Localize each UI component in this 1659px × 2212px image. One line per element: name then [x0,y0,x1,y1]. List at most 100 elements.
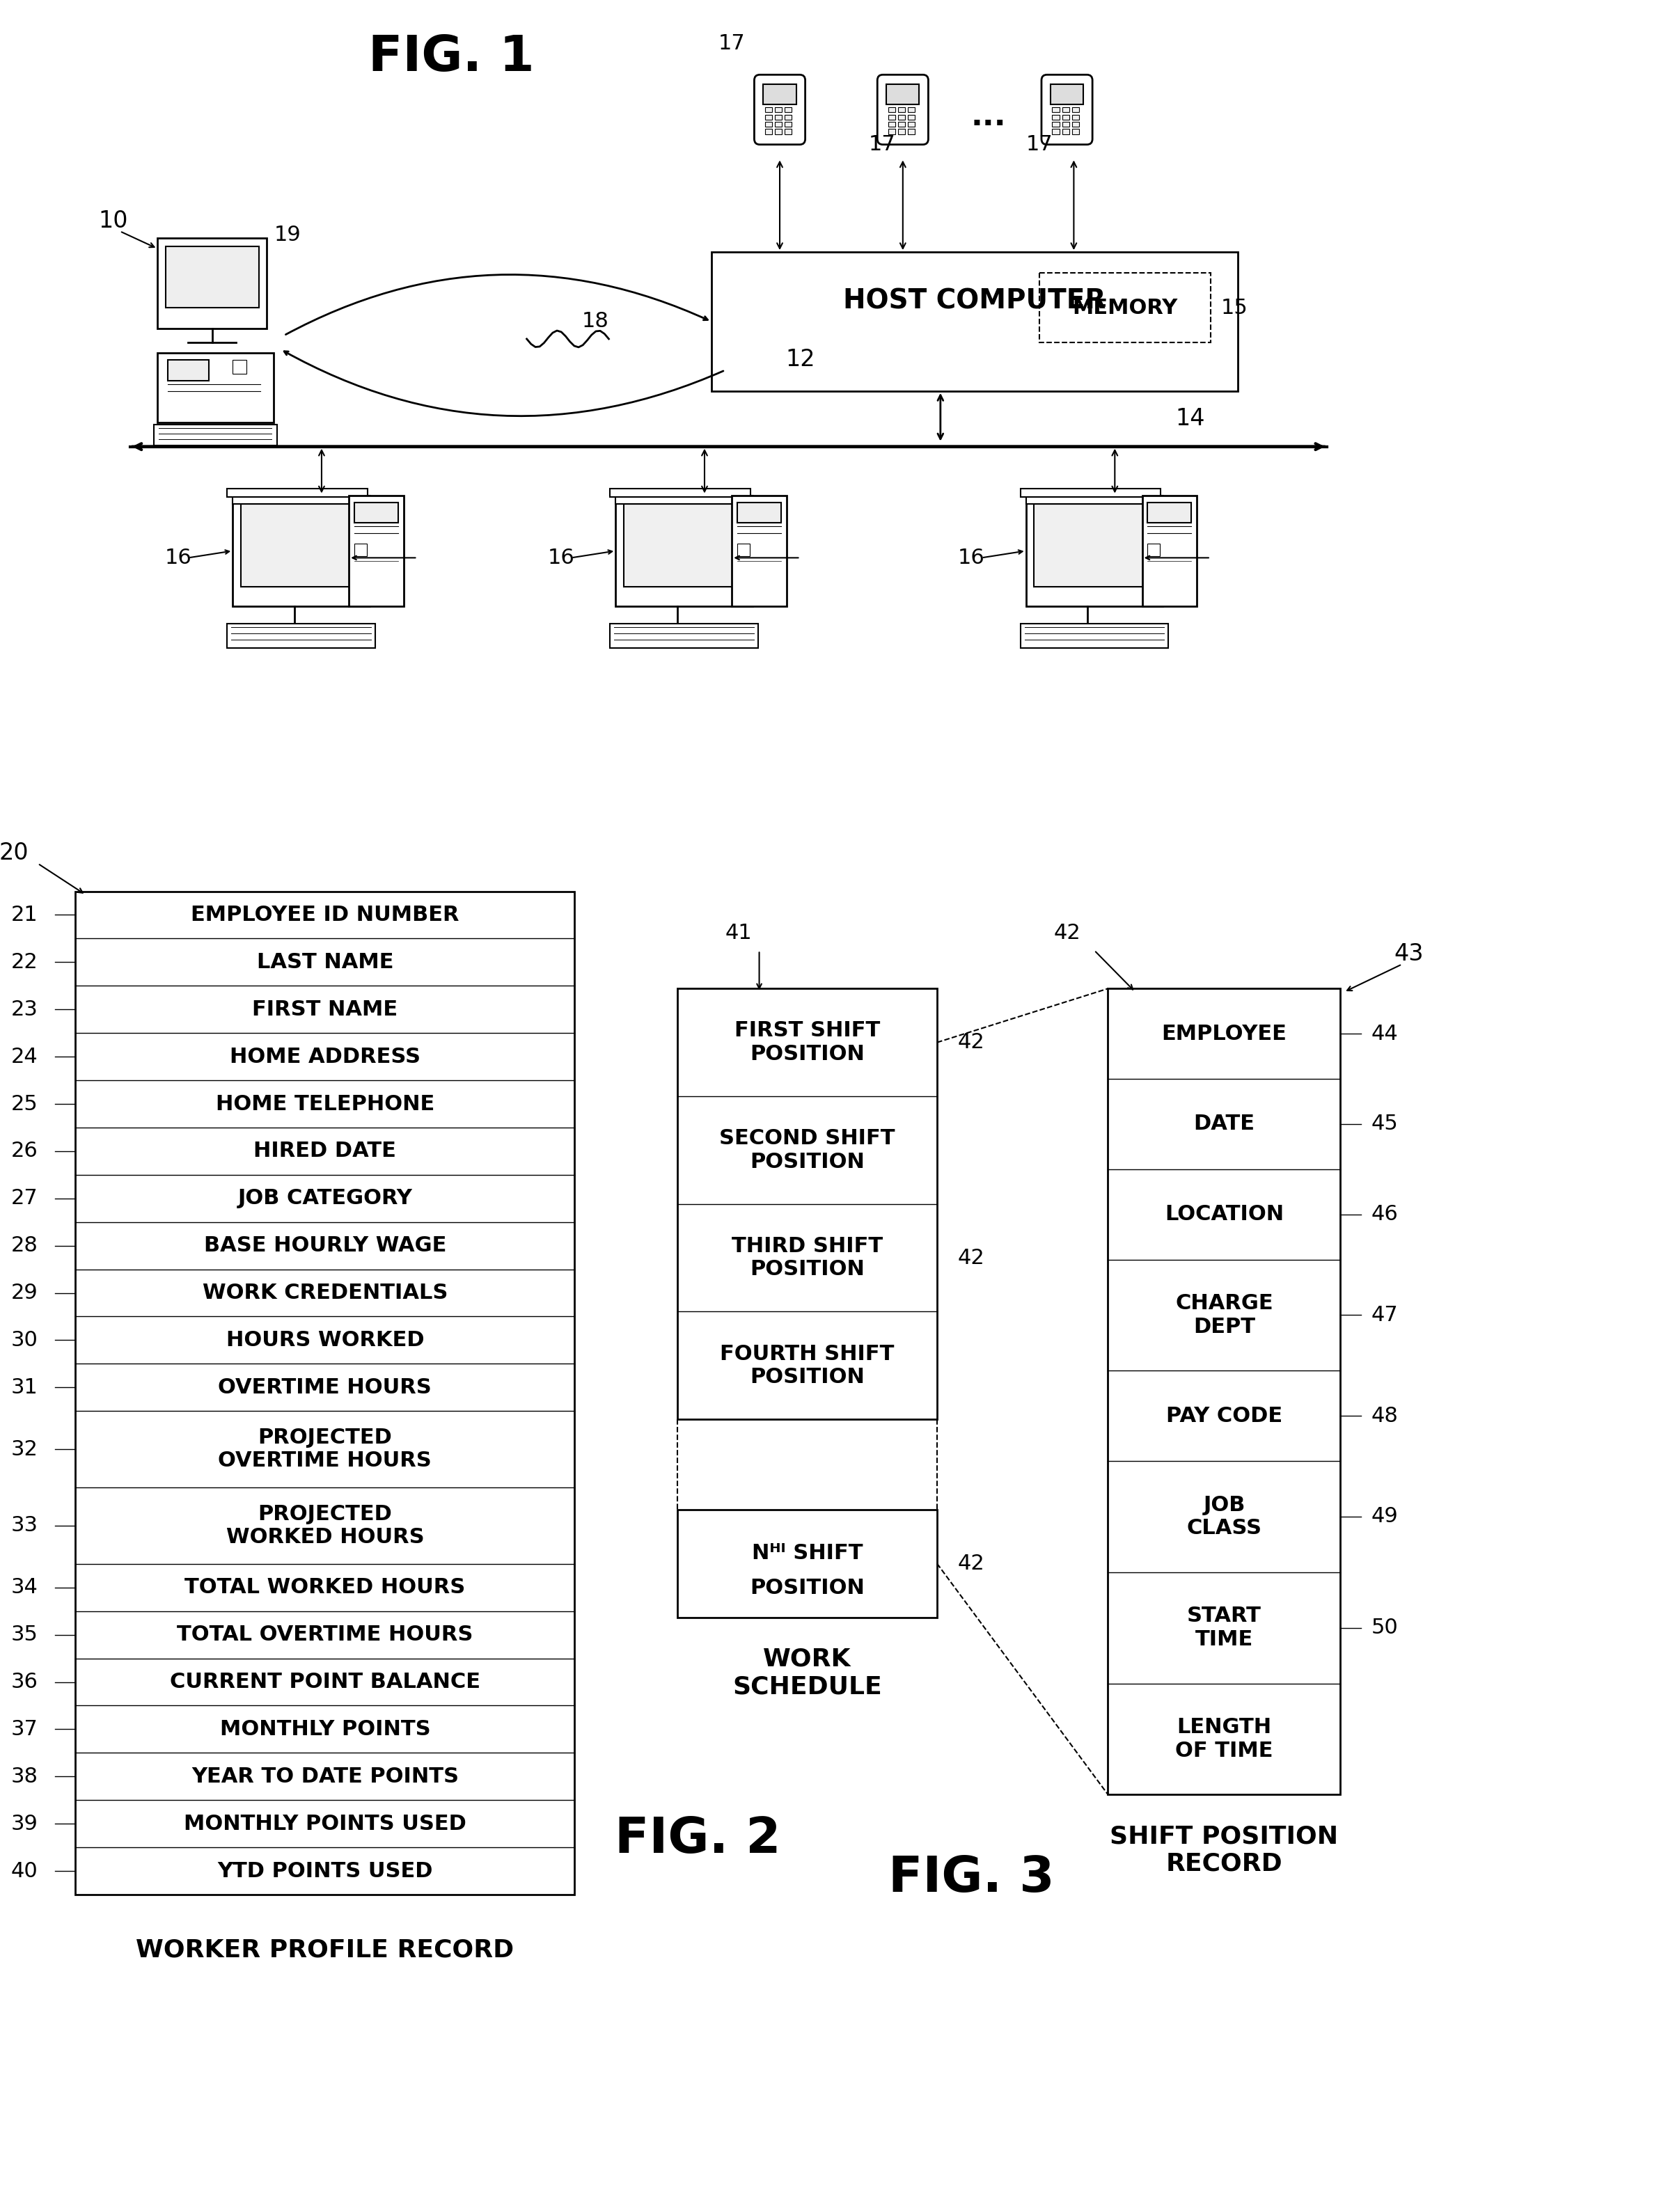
Text: 21: 21 [12,905,38,925]
Bar [1072,122,1078,126]
Text: 49: 49 [1372,1506,1399,1526]
Text: 18: 18 [582,312,609,332]
Text: EMPLOYEE ID NUMBER: EMPLOYEE ID NUMBER [191,905,460,925]
Bar [232,495,370,606]
Text: PAY CODE: PAY CODE [1166,1407,1282,1427]
Bar [886,84,919,104]
Text: 34: 34 [10,1577,38,1597]
Text: 16: 16 [547,549,574,568]
Bar [241,504,362,586]
Text: START
TIME: START TIME [1188,1606,1261,1650]
Text: OVERTIME HOURS: OVERTIME HOURS [219,1378,431,1398]
Bar [888,122,896,126]
Text: 48: 48 [1372,1407,1399,1427]
Bar [1072,128,1078,135]
Text: HOURS WORKED: HOURS WORKED [226,1329,425,1349]
Text: SHIFT POSITION
RECORD: SHIFT POSITION RECORD [1110,1825,1339,1876]
Text: SECOND SHIFT
POSITION: SECOND SHIFT POSITION [720,1128,894,1172]
Text: EMPLOYEE: EMPLOYEE [1161,1024,1287,1044]
Bar [232,495,370,504]
Bar [1072,115,1078,119]
Text: 33: 33 [10,1515,38,1535]
Bar [158,354,274,422]
Text: 23: 23 [10,1000,38,1020]
Text: HOME ADDRESS: HOME ADDRESS [229,1046,420,1066]
Bar [677,989,937,1420]
Bar [611,624,758,648]
Text: DATE: DATE [1193,1115,1254,1135]
Bar [888,115,896,119]
FancyBboxPatch shape [755,75,805,144]
Text: 45: 45 [1372,1115,1399,1135]
Text: HOST COMPUTER: HOST COMPUTER [843,288,1107,314]
Bar [1141,495,1196,606]
Text: LENGTH
OF TIME: LENGTH OF TIME [1175,1717,1272,1761]
Text: YTD POINTS USED: YTD POINTS USED [217,1860,433,1880]
Text: 19: 19 [274,226,300,246]
Bar [166,246,259,307]
Bar [907,122,914,126]
Text: 44: 44 [1372,1024,1399,1044]
Text: LAST NAME: LAST NAME [257,951,393,973]
Bar [227,489,367,498]
Text: 10: 10 [98,210,128,232]
Text: 20: 20 [0,841,28,865]
Text: 31: 31 [10,1378,38,1398]
Bar [1025,495,1163,504]
Text: 42: 42 [1053,922,1080,942]
Text: 28: 28 [10,1237,38,1256]
Bar [1020,624,1168,648]
Bar [355,502,398,522]
Text: JOB
CLASS: JOB CLASS [1186,1495,1262,1537]
Bar [775,108,781,113]
Text: 37: 37 [10,1719,38,1739]
Text: JOB CATEGORY: JOB CATEGORY [237,1188,413,1208]
Text: FIRST SHIFT
POSITION: FIRST SHIFT POSITION [735,1020,879,1064]
Text: HIRED DATE: HIRED DATE [254,1141,397,1161]
Bar [615,495,753,504]
Bar [1062,115,1068,119]
Text: 36: 36 [10,1672,38,1692]
Text: CHARGE
DEPT: CHARGE DEPT [1175,1294,1272,1336]
Text: FIG. 3: FIG. 3 [888,1854,1053,1902]
Bar [154,425,277,445]
Text: 30: 30 [10,1329,38,1349]
Text: 12: 12 [785,347,815,372]
Text: LOCATION: LOCATION [1165,1203,1284,1225]
Text: ...: ... [971,102,1005,131]
Text: WORK CREDENTIALS: WORK CREDENTIALS [202,1283,448,1303]
Text: FIG. 2: FIG. 2 [615,1816,781,1863]
Bar [785,122,791,126]
Text: 27: 27 [12,1188,38,1208]
Bar [1062,128,1068,135]
Bar [355,544,367,557]
Bar [348,495,403,606]
Bar [1062,108,1068,113]
Bar [1020,489,1161,498]
Bar [1040,272,1211,343]
Text: 29: 29 [12,1283,38,1303]
Bar [775,122,781,126]
Text: 42: 42 [957,1553,985,1573]
Text: PROJECTED
OVERTIME HOURS: PROJECTED OVERTIME HOURS [219,1427,431,1471]
Text: 25: 25 [12,1093,38,1115]
Text: 14: 14 [1175,407,1204,431]
Text: MONTHLY POINTS: MONTHLY POINTS [219,1719,430,1739]
Bar [1108,989,1340,1794]
Bar [1050,84,1083,104]
Text: MEMORY: MEMORY [1072,299,1178,319]
Text: 17: 17 [1027,135,1053,155]
Bar [907,115,914,119]
Bar [898,108,906,113]
Bar [1148,502,1191,522]
Text: WORKER PROFILE RECORD: WORKER PROFILE RECORD [136,1938,514,1962]
Text: 47: 47 [1372,1305,1399,1325]
Bar [907,108,914,113]
Text: 42: 42 [957,1033,985,1053]
Bar [765,108,771,113]
Bar [898,115,906,119]
Bar [1052,122,1060,126]
Text: 32: 32 [10,1440,38,1460]
Text: YEAR TO DATE POINTS: YEAR TO DATE POINTS [191,1767,458,1787]
Bar [1062,122,1068,126]
